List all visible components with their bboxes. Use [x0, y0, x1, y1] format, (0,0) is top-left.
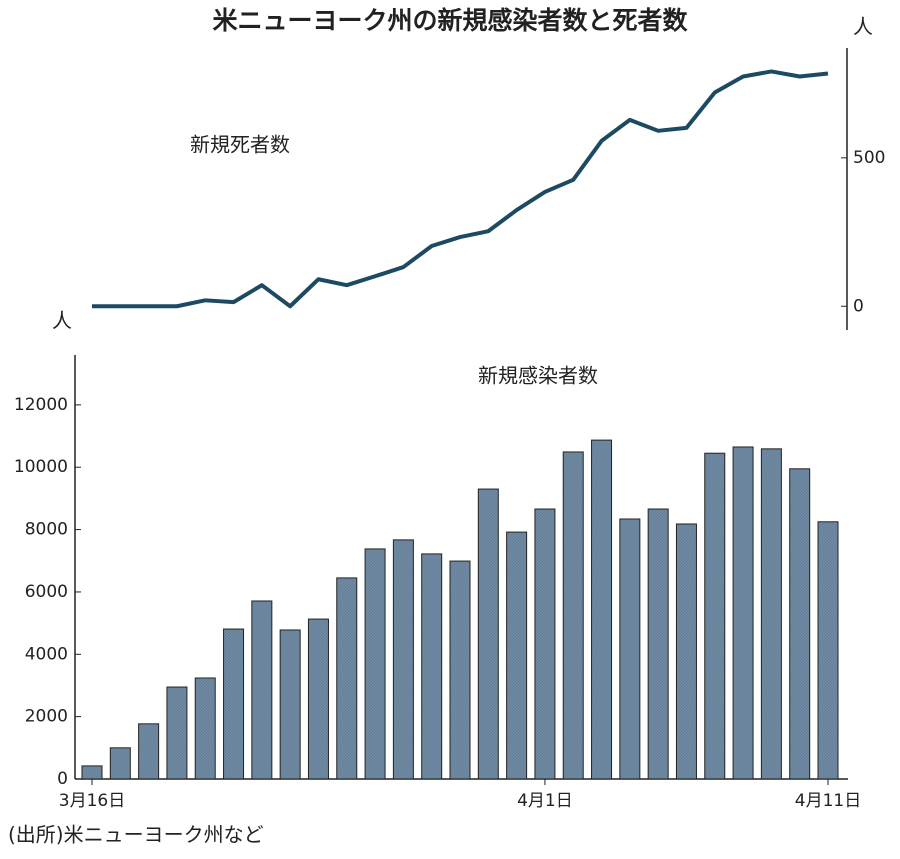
source: (出所)米ニューヨーク州など — [8, 823, 264, 847]
bar — [336, 577, 358, 780]
bar — [392, 539, 414, 780]
y-tick-label: 500 — [853, 148, 885, 168]
axis-unit: 人 — [52, 309, 72, 333]
bar — [166, 686, 188, 780]
bar — [307, 618, 329, 780]
x-tick-label: 4月11日 — [795, 791, 861, 811]
bar — [194, 677, 216, 780]
bar — [81, 765, 103, 780]
bar — [619, 518, 641, 780]
y-tick-label: 6000 — [25, 582, 68, 602]
bar — [364, 548, 386, 780]
bar — [421, 553, 443, 780]
y-tick-label: 4000 — [25, 644, 68, 664]
y-tick-label: 0 — [57, 769, 68, 789]
line — [92, 69, 829, 309]
chart-title: 米ニューヨーク州の新規感染者数と死者数 — [212, 6, 688, 35]
bar — [138, 723, 160, 780]
bar — [647, 508, 669, 780]
bar — [223, 628, 245, 780]
axis-unit: 人 — [853, 15, 873, 39]
series-label: 新規死者数 — [190, 133, 290, 157]
bar — [817, 521, 839, 780]
bar — [562, 451, 584, 780]
y-tick-label: 0 — [853, 296, 864, 316]
y-tick-label: 12000 — [14, 395, 68, 415]
series-label: 新規感染者数 — [478, 364, 598, 388]
bar — [251, 600, 273, 780]
y-tick-label: 2000 — [25, 707, 68, 727]
bar — [732, 446, 754, 780]
y-tick-label: 8000 — [25, 520, 68, 540]
bar — [704, 452, 726, 780]
bar — [534, 508, 556, 780]
bar — [760, 448, 782, 780]
x-tick-label: 4月1日 — [517, 791, 573, 811]
bar — [109, 747, 131, 780]
bar — [449, 560, 471, 780]
bar — [591, 439, 613, 780]
bar — [675, 523, 697, 780]
x-tick-label: 3月16日 — [59, 791, 125, 811]
bar — [789, 468, 811, 780]
bar — [279, 629, 301, 780]
y-tick-label: 10000 — [14, 457, 68, 477]
bar — [477, 488, 499, 780]
bar — [506, 531, 528, 780]
